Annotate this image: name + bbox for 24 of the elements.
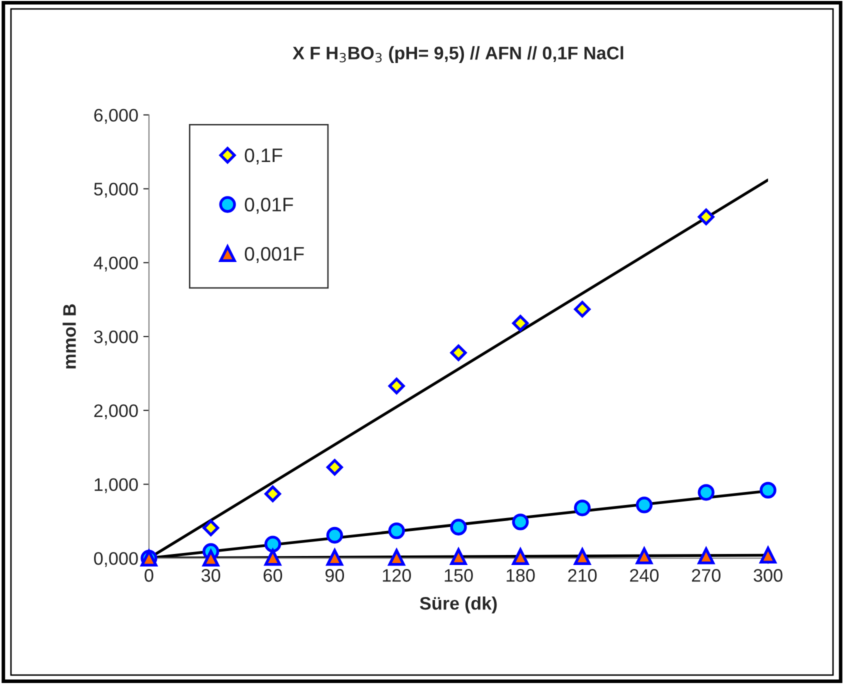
x-tick-label: 120	[382, 569, 411, 582]
y-tick-label: 0,000	[94, 552, 138, 567]
y-tick-label: 3,000	[94, 330, 138, 346]
x-tick-label: 30	[202, 569, 220, 582]
y-tick-label: 5,000	[94, 182, 138, 198]
chart-title: X F H$_{3}$BO$_{3}$ (pH= 9,5) // AFN // 0,1F NaCl	[292, 46, 624, 64]
x-tick-label: 270	[692, 569, 720, 582]
legend-label: 0,001F	[244, 246, 304, 264]
x-tick-label: 300	[754, 569, 782, 582]
x-axis-title: Süre (dk)	[420, 596, 497, 614]
y-tick-label: 4,000	[94, 256, 138, 272]
legend-label: 0,01F	[244, 198, 294, 214]
x-tick-label: 90	[325, 569, 344, 582]
x-tick-label: 180	[506, 569, 535, 582]
x-tick-label: 210	[568, 569, 597, 582]
y-tick-label: 6,000	[94, 108, 138, 124]
x-tick-label: 240	[630, 569, 659, 582]
y-tick-label: 2,000	[94, 404, 138, 420]
legend-label: 0,1F	[244, 148, 282, 165]
y-tick-label: 1,000	[94, 478, 138, 494]
y-axis-title: mmol B	[62, 304, 76, 368]
x-tick-label: 60	[264, 569, 282, 582]
x-tick-label: 150	[444, 569, 473, 582]
x-tick-label: 0	[144, 569, 154, 582]
